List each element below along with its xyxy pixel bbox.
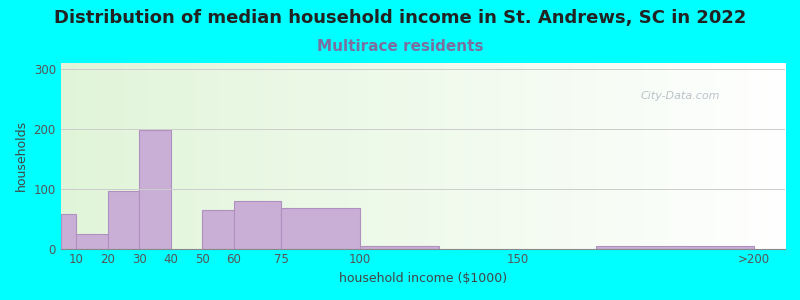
Bar bbox=[234, 201, 281, 249]
Bar bbox=[108, 190, 139, 249]
Bar bbox=[281, 208, 360, 249]
Text: Distribution of median household income in St. Andrews, SC in 2022: Distribution of median household income … bbox=[54, 9, 746, 27]
Bar bbox=[360, 246, 438, 249]
Bar bbox=[139, 130, 171, 249]
Y-axis label: households: households bbox=[15, 120, 28, 191]
Bar bbox=[202, 210, 234, 249]
Bar bbox=[596, 246, 754, 249]
Bar bbox=[61, 214, 77, 249]
Bar bbox=[77, 234, 108, 249]
Text: Multirace residents: Multirace residents bbox=[317, 39, 483, 54]
Text: City-Data.com: City-Data.com bbox=[640, 92, 720, 101]
X-axis label: household income ($1000): household income ($1000) bbox=[338, 272, 507, 285]
